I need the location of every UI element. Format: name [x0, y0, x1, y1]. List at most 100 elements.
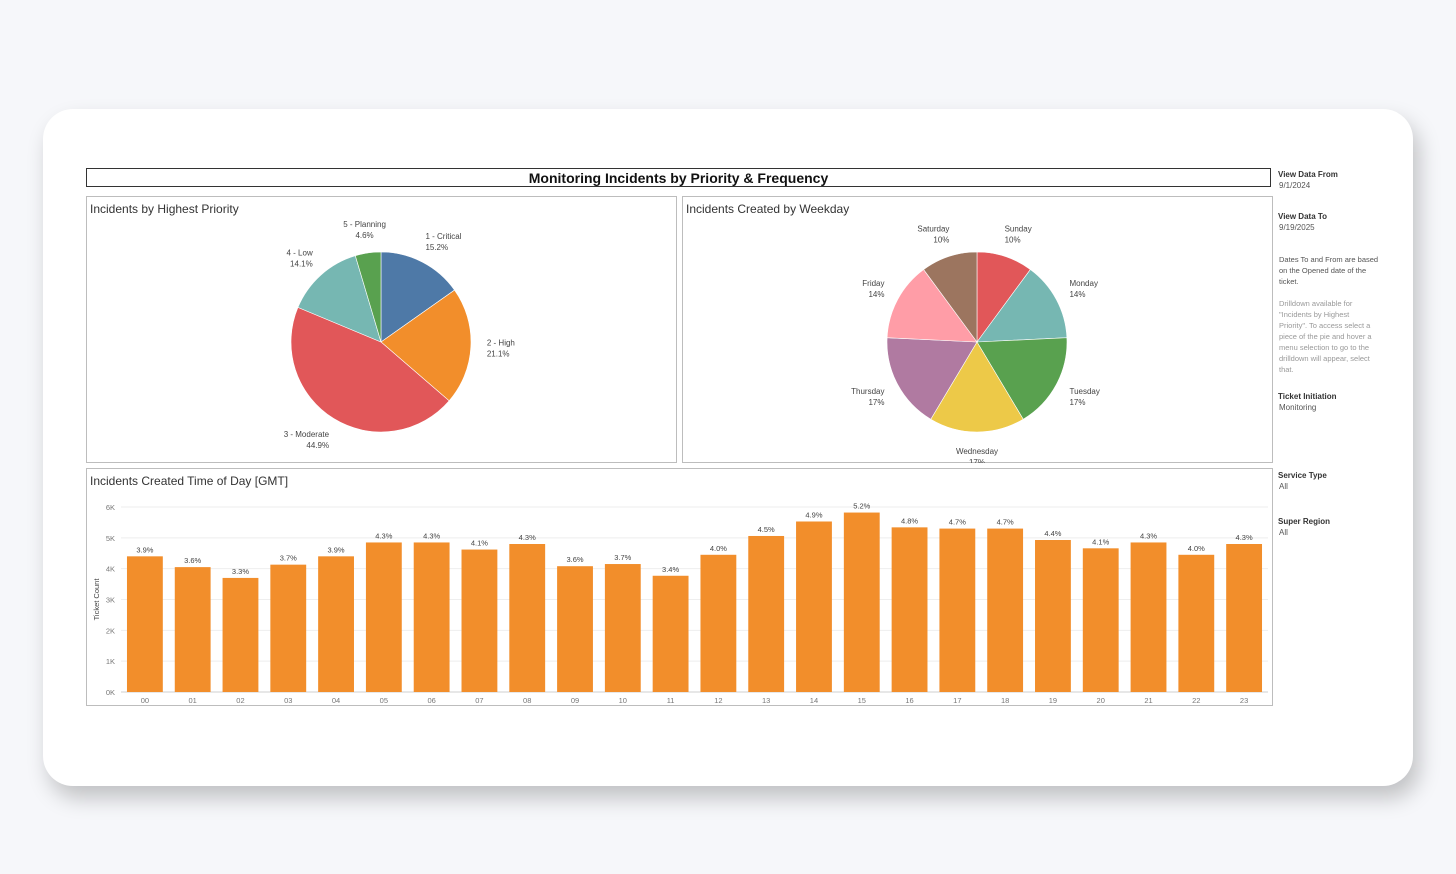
bar-hour-22[interactable] [1178, 554, 1215, 692]
weekday-label-wednesday: Wednesday [956, 447, 998, 456]
bar-data-label: 3.4% [662, 565, 679, 574]
y-tick-label: 3K [106, 596, 115, 605]
weekday-label-thursday: Thursday [851, 387, 884, 396]
x-tick-label: 15 [858, 696, 866, 705]
bar-hour-17[interactable] [939, 528, 976, 692]
bar-data-label: 4.4% [1044, 529, 1061, 538]
bar-hour-00[interactable] [126, 556, 163, 692]
weekday-pct-tuesday: 17% [1069, 398, 1085, 407]
priority-slice-3-moderate[interactable] [290, 307, 450, 433]
bar-data-label: 3.3% [232, 567, 249, 576]
bar-hour-08[interactable] [509, 544, 546, 692]
bar-hour-15[interactable] [843, 512, 880, 692]
bar-data-label: 3.9% [328, 545, 345, 554]
priority-pct-2-high: 21.1% [487, 350, 510, 359]
bar-data-label: 3.6% [566, 555, 583, 564]
bar-hour-06[interactable] [413, 542, 450, 692]
weekday-slice-wednesday[interactable] [930, 341, 1024, 433]
weekday-slice-tuesday[interactable] [976, 337, 1068, 420]
bar-hour-05[interactable] [365, 542, 402, 692]
x-tick-label: 17 [953, 696, 961, 705]
bar-hour-10[interactable] [604, 564, 641, 692]
view-to-label: View Data To [1278, 212, 1328, 221]
weekday-slice-monday[interactable] [976, 269, 1068, 343]
bar-data-label: 4.7% [949, 518, 966, 527]
bar-data-label: 4.1% [471, 539, 488, 548]
weekday-slice-thursday[interactable] [886, 337, 978, 420]
weekday-pct-thursday: 17% [868, 398, 884, 407]
x-tick-label: 19 [1049, 696, 1057, 705]
bar-hour-18[interactable] [987, 528, 1024, 692]
bar-data-label: 3.7% [280, 554, 297, 563]
time-of-day-chart-title: Incidents Created Time of Day [GMT] [90, 474, 289, 488]
x-tick-label: 07 [475, 696, 483, 705]
priority-pct-4-low: 14.1% [290, 259, 313, 268]
bar-hour-04[interactable] [318, 556, 354, 692]
weekday-slice-saturday[interactable] [923, 251, 978, 343]
bar-hour-19[interactable] [1035, 539, 1071, 692]
priority-chart-title: Incidents by Highest Priority [90, 202, 239, 216]
x-tick-label: 20 [1097, 696, 1105, 705]
priority-pct-3-moderate: 44.9% [306, 441, 329, 450]
y-tick-label: 5K [106, 534, 115, 543]
weekday-pct-saturday: 10% [933, 236, 949, 245]
bar-hour-16[interactable] [891, 527, 928, 692]
x-tick-label: 02 [236, 696, 244, 705]
dates-note: Dates To and From are based on the Opene… [1279, 255, 1379, 286]
weekday-pie-chart[interactable]: Sunday 10% Monday 14% Tuesday 17% Wednesday 17%… [682, 196, 1273, 463]
weekday-label-monday: Monday [1069, 279, 1097, 288]
bar-hour-14[interactable] [796, 521, 832, 692]
y-tick-label: 4K [106, 565, 115, 574]
bar-hour-03[interactable] [270, 564, 307, 692]
x-tick-label: 09 [571, 696, 579, 705]
bar-data-label: 4.0% [710, 544, 727, 553]
priority-pie-chart[interactable]: 1 - Critical 15.2% 2 - High 21.1% 3 - Modera… [86, 196, 677, 463]
bar-hour-02[interactable] [222, 577, 259, 692]
bar-data-label: 4.9% [805, 510, 822, 519]
priority-label-1-critical: 1 - Critical [425, 232, 461, 241]
x-tick-label: 13 [762, 696, 770, 705]
bar-hour-11[interactable] [652, 575, 689, 692]
service-type-value[interactable]: All [1279, 482, 1288, 491]
bar-hour-20[interactable] [1082, 548, 1119, 692]
bar-data-label: 4.5% [758, 525, 775, 534]
bar-data-label: 4.7% [997, 518, 1014, 527]
weekday-pct-sunday: 10% [1005, 236, 1021, 245]
x-tick-label: 08 [523, 696, 531, 705]
bar-hour-09[interactable] [557, 566, 593, 692]
x-tick-label: 22 [1192, 696, 1200, 705]
priority-slice-5-planning[interactable] [354, 251, 382, 343]
super-region-value[interactable]: All [1279, 528, 1288, 537]
priority-slice-1-critical[interactable] [380, 251, 455, 343]
view-from-value[interactable]: 9/1/2024 [1279, 181, 1311, 190]
weekday-label-sunday: Sunday [1005, 225, 1032, 234]
x-tick-label: 14 [810, 696, 818, 705]
weekday-pct-wednesday: 17% [969, 458, 985, 463]
bar-hour-23[interactable] [1226, 544, 1263, 692]
weekday-panel: Incidents Created by Weekday [682, 196, 1273, 463]
priority-slice-4-low[interactable] [297, 255, 382, 343]
priority-label-5-planning: 5 - Planning [343, 220, 386, 229]
bar-hour-07[interactable] [461, 549, 498, 692]
super-region-label: Super Region [1278, 517, 1331, 526]
x-tick-label: 06 [427, 696, 435, 705]
priority-slice-2-high[interactable] [380, 289, 472, 402]
time-of-day-bar-chart[interactable]: 0K 1K 2K 3K 4K 5K 6K Ticket Count 3.9% 00 3.6% 01 3.… [86, 468, 1273, 706]
view-to-value[interactable]: 9/19/2025 [1279, 223, 1315, 232]
bar-hour-21[interactable] [1130, 542, 1167, 692]
x-tick-label: 16 [905, 696, 913, 705]
ticket-initiation-value[interactable]: Monitoring [1279, 403, 1317, 412]
bar-hour-12[interactable] [700, 554, 737, 692]
priority-pct-1-critical: 15.2% [425, 243, 448, 252]
bar-hour-13[interactable] [748, 535, 785, 692]
y-tick-label: 2K [106, 626, 115, 635]
weekday-slice-friday[interactable] [886, 269, 978, 343]
bar-hour-01[interactable] [174, 567, 211, 692]
bar-data-label: 5.2% [853, 502, 870, 511]
x-tick-label: 21 [1144, 696, 1152, 705]
x-tick-label: 05 [380, 696, 388, 705]
drilldown-note: Drilldown available for "Incidents by Hi… [1279, 299, 1372, 374]
priority-label-4-low: 4 - Low [287, 248, 313, 257]
x-tick-label: 10 [619, 696, 627, 705]
y-axis-label: Ticket Count [92, 578, 101, 621]
